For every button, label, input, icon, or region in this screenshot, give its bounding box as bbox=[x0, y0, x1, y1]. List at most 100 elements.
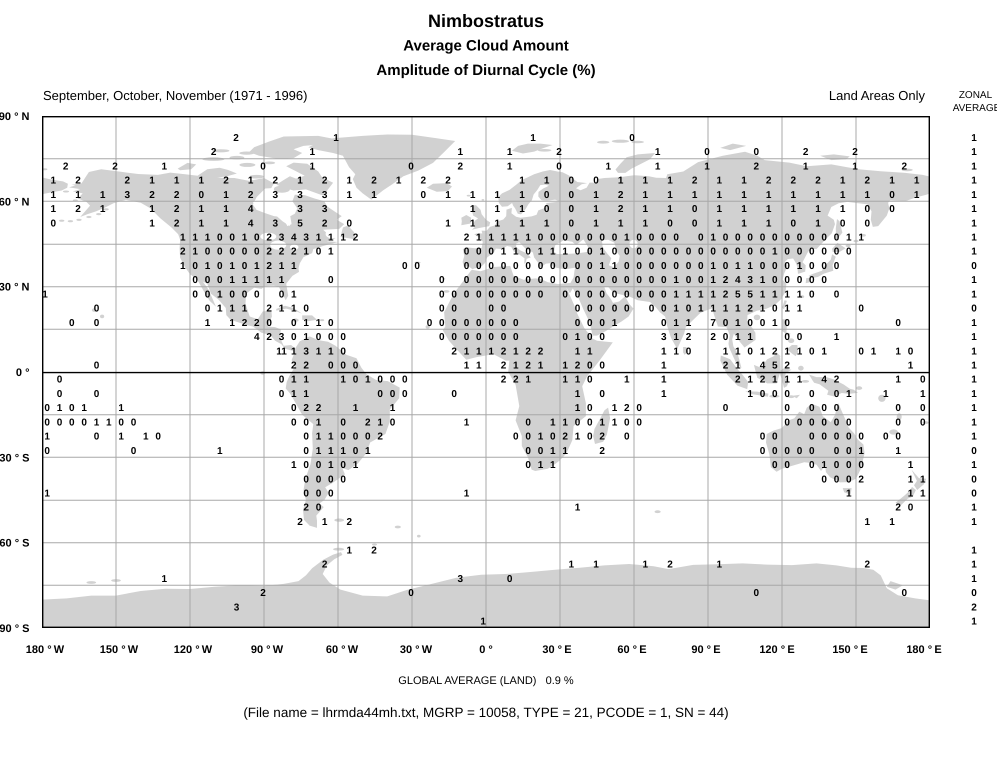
svg-text:0: 0 bbox=[44, 417, 50, 428]
svg-text:1: 1 bbox=[229, 275, 235, 286]
svg-text:30 ° S: 30 ° S bbox=[0, 452, 30, 464]
svg-text:1: 1 bbox=[328, 346, 334, 357]
svg-text:0: 0 bbox=[809, 261, 815, 272]
svg-text:2: 2 bbox=[421, 176, 427, 187]
svg-text:0: 0 bbox=[971, 304, 977, 315]
svg-text:1: 1 bbox=[347, 190, 353, 201]
svg-text:1: 1 bbox=[44, 432, 50, 443]
svg-text:1: 1 bbox=[717, 176, 723, 187]
svg-text:0: 0 bbox=[451, 304, 457, 315]
svg-text:1: 1 bbox=[710, 289, 716, 300]
svg-text:1: 1 bbox=[766, 190, 772, 201]
svg-text:1: 1 bbox=[661, 375, 667, 386]
svg-text:1: 1 bbox=[347, 545, 353, 556]
svg-text:1: 1 bbox=[895, 446, 901, 457]
svg-text:0: 0 bbox=[599, 389, 605, 400]
svg-text:0: 0 bbox=[673, 233, 679, 244]
svg-text:0: 0 bbox=[834, 261, 840, 272]
svg-text:0: 0 bbox=[846, 432, 852, 443]
svg-text:1: 1 bbox=[550, 417, 556, 428]
svg-text:0: 0 bbox=[636, 417, 642, 428]
svg-text:0: 0 bbox=[205, 247, 211, 258]
svg-text:1: 1 bbox=[513, 247, 519, 258]
svg-text:1: 1 bbox=[865, 190, 871, 201]
svg-text:1: 1 bbox=[519, 218, 525, 229]
svg-text:0: 0 bbox=[340, 361, 346, 372]
svg-text:0: 0 bbox=[636, 247, 642, 258]
svg-text:0: 0 bbox=[439, 275, 445, 286]
svg-text:0: 0 bbox=[402, 389, 408, 400]
svg-text:0: 0 bbox=[636, 233, 642, 244]
svg-text:0: 0 bbox=[575, 304, 581, 315]
svg-text:1: 1 bbox=[377, 417, 383, 428]
svg-text:0: 0 bbox=[673, 261, 679, 272]
svg-text:2: 2 bbox=[233, 133, 239, 144]
svg-text:1: 1 bbox=[710, 304, 716, 315]
svg-text:1: 1 bbox=[279, 275, 285, 286]
svg-text:1: 1 bbox=[797, 375, 803, 386]
svg-text:1: 1 bbox=[791, 204, 797, 215]
svg-text:2: 2 bbox=[599, 446, 605, 457]
svg-text:0: 0 bbox=[760, 261, 766, 272]
svg-text:2: 2 bbox=[223, 176, 229, 187]
svg-text:2: 2 bbox=[865, 176, 871, 187]
svg-text:1: 1 bbox=[673, 346, 679, 357]
svg-text:0: 0 bbox=[587, 318, 593, 329]
svg-text:1: 1 bbox=[538, 432, 544, 443]
svg-text:0: 0 bbox=[624, 247, 630, 258]
svg-text:1: 1 bbox=[544, 176, 550, 187]
svg-text:0: 0 bbox=[353, 361, 359, 372]
svg-text:1: 1 bbox=[217, 304, 223, 315]
svg-text:2: 2 bbox=[322, 218, 328, 229]
svg-text:0: 0 bbox=[710, 247, 716, 258]
svg-text:1: 1 bbox=[279, 261, 285, 272]
svg-text:1: 1 bbox=[51, 176, 57, 187]
svg-text:0: 0 bbox=[704, 147, 710, 158]
svg-text:0: 0 bbox=[562, 233, 568, 244]
svg-text:0: 0 bbox=[451, 289, 457, 300]
svg-text:0: 0 bbox=[612, 289, 618, 300]
svg-text:2: 2 bbox=[291, 361, 297, 372]
svg-text:0: 0 bbox=[217, 261, 223, 272]
svg-text:1: 1 bbox=[347, 176, 353, 187]
svg-text:2: 2 bbox=[458, 161, 464, 172]
svg-text:0: 0 bbox=[587, 261, 593, 272]
svg-text:3: 3 bbox=[234, 602, 240, 613]
svg-text:1: 1 bbox=[180, 261, 186, 272]
svg-text:1: 1 bbox=[760, 346, 766, 357]
svg-text:0: 0 bbox=[488, 261, 494, 272]
svg-text:0: 0 bbox=[131, 417, 137, 428]
svg-text:2: 2 bbox=[266, 304, 272, 315]
svg-text:1: 1 bbox=[316, 318, 322, 329]
svg-text:1: 1 bbox=[229, 304, 235, 315]
svg-text:1: 1 bbox=[229, 261, 235, 272]
svg-text:0: 0 bbox=[587, 403, 593, 414]
svg-text:1: 1 bbox=[908, 474, 914, 485]
svg-text:120 ° E: 120 ° E bbox=[759, 644, 794, 656]
svg-text:0: 0 bbox=[821, 474, 827, 485]
svg-text:0: 0 bbox=[562, 289, 568, 300]
svg-text:2: 2 bbox=[112, 161, 118, 172]
svg-text:1: 1 bbox=[519, 176, 525, 187]
svg-text:0: 0 bbox=[760, 446, 766, 457]
svg-text:0: 0 bbox=[686, 275, 692, 286]
svg-text:0: 0 bbox=[353, 446, 359, 457]
svg-text:1: 1 bbox=[470, 218, 476, 229]
svg-text:2: 2 bbox=[766, 176, 772, 187]
svg-text:2: 2 bbox=[971, 602, 977, 613]
svg-text:2: 2 bbox=[852, 147, 858, 158]
svg-text:0: 0 bbox=[476, 247, 482, 258]
svg-text:0: 0 bbox=[451, 318, 457, 329]
svg-text:0: 0 bbox=[587, 275, 593, 286]
svg-text:180 ° E: 180 ° E bbox=[906, 644, 941, 656]
svg-text:0: 0 bbox=[69, 318, 75, 329]
svg-text:0: 0 bbox=[340, 417, 346, 428]
svg-text:1: 1 bbox=[710, 275, 716, 286]
svg-text:0: 0 bbox=[772, 261, 778, 272]
svg-text:1: 1 bbox=[784, 304, 790, 315]
svg-text:0: 0 bbox=[501, 332, 507, 343]
svg-text:0: 0 bbox=[439, 289, 445, 300]
svg-text:1: 1 bbox=[445, 190, 451, 201]
svg-text:2: 2 bbox=[322, 560, 328, 571]
svg-text:2: 2 bbox=[303, 503, 309, 514]
